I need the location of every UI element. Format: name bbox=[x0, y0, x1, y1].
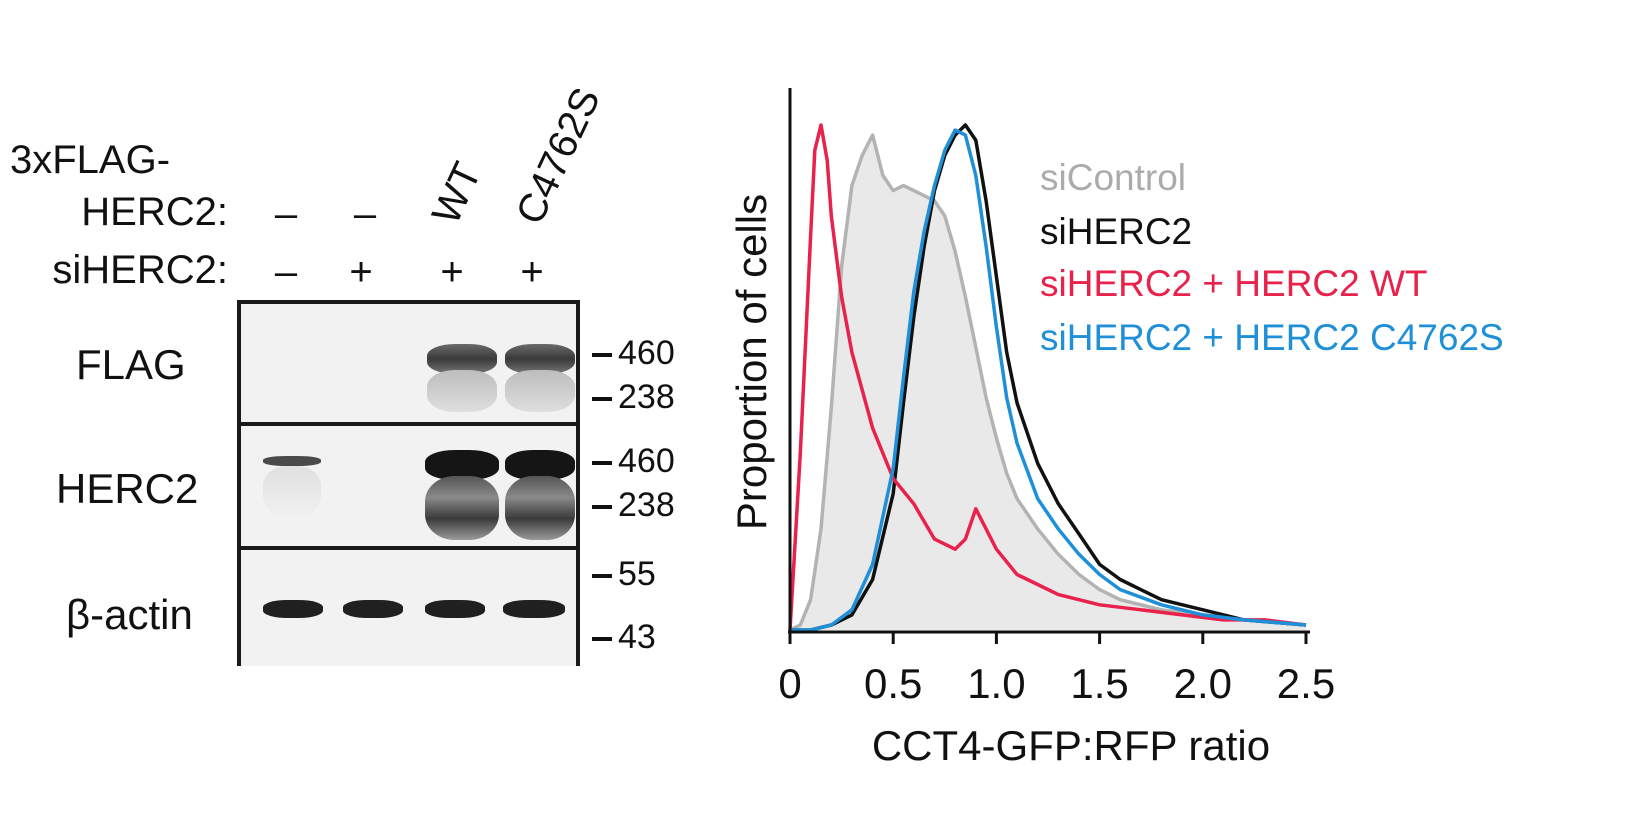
lane4-si-value: + bbox=[520, 250, 544, 294]
x-ticks: 0 0.5 1.0 1.5 2.0 2.5 bbox=[778, 632, 1335, 707]
lane3-si-value: + bbox=[440, 250, 464, 294]
band bbox=[427, 344, 497, 374]
series-line-2 bbox=[788, 123, 1307, 631]
x-tick-label: 0 bbox=[778, 660, 801, 707]
row-label-siherc2: siHERC2: bbox=[52, 248, 228, 292]
blot-panel-herc2 bbox=[241, 422, 576, 550]
mw-marker: 238 bbox=[592, 488, 675, 522]
lane2-flag-value: – bbox=[353, 192, 377, 236]
blot-panel-beta-actin bbox=[241, 546, 576, 666]
panel-label-flag: FLAG bbox=[76, 341, 186, 388]
row-label-herc2: HERC2: bbox=[81, 190, 228, 234]
band bbox=[263, 600, 323, 618]
x-tick-label: 2.0 bbox=[1174, 660, 1232, 707]
legend: siControl siHERC2 siHERC2 + HERC2 WT siHERC… bbox=[1040, 157, 1504, 358]
series-line-1 bbox=[790, 123, 1307, 632]
y-axis-label: Proportion of cells bbox=[728, 194, 775, 530]
band bbox=[505, 370, 575, 412]
mw-marker: 55 bbox=[592, 557, 656, 591]
series-line-3 bbox=[790, 128, 1307, 632]
x-tick-label: 1.0 bbox=[967, 660, 1025, 707]
series-line-0 bbox=[789, 133, 1307, 632]
mw-marker: 43 bbox=[592, 620, 656, 654]
legend-entry-0: siControl bbox=[1040, 157, 1186, 198]
band bbox=[263, 456, 321, 466]
x-tick-label: 1.5 bbox=[1070, 660, 1128, 707]
x-tick-label: 2.5 bbox=[1277, 660, 1335, 707]
band bbox=[427, 370, 497, 412]
series-group bbox=[788, 123, 1307, 632]
mw-marker: 460 bbox=[592, 444, 675, 478]
lane2-si-value: + bbox=[349, 250, 373, 294]
band bbox=[425, 476, 499, 540]
lane1-flag-value: – bbox=[274, 192, 298, 236]
band bbox=[263, 466, 321, 516]
lane1-si-value: – bbox=[274, 250, 298, 294]
western-blot bbox=[237, 300, 580, 666]
panel-label-beta-actin: β-actin bbox=[66, 591, 193, 638]
band bbox=[425, 450, 499, 480]
x-axis-label: CCT4-GFP:RFP ratio bbox=[872, 722, 1270, 769]
mw-marker: 238 bbox=[592, 380, 675, 414]
series-area-0 bbox=[790, 135, 1306, 630]
panel-label-herc2: HERC2 bbox=[56, 465, 199, 512]
band bbox=[505, 344, 575, 374]
x-tick-label: 0.5 bbox=[864, 660, 922, 707]
band bbox=[343, 600, 403, 618]
legend-entry-1: siHERC2 bbox=[1040, 211, 1192, 252]
band bbox=[505, 450, 575, 480]
row-label-3xflag: 3xFLAG- bbox=[10, 138, 171, 182]
legend-entry-2: siHERC2 + HERC2 WT bbox=[1040, 263, 1428, 304]
band bbox=[503, 600, 565, 618]
band bbox=[505, 476, 575, 540]
legend-entry-3: siHERC2 + HERC2 C4762S bbox=[1040, 317, 1504, 358]
band bbox=[425, 600, 485, 618]
blot-panel-flag bbox=[241, 304, 576, 422]
mw-marker: 460 bbox=[592, 336, 675, 370]
